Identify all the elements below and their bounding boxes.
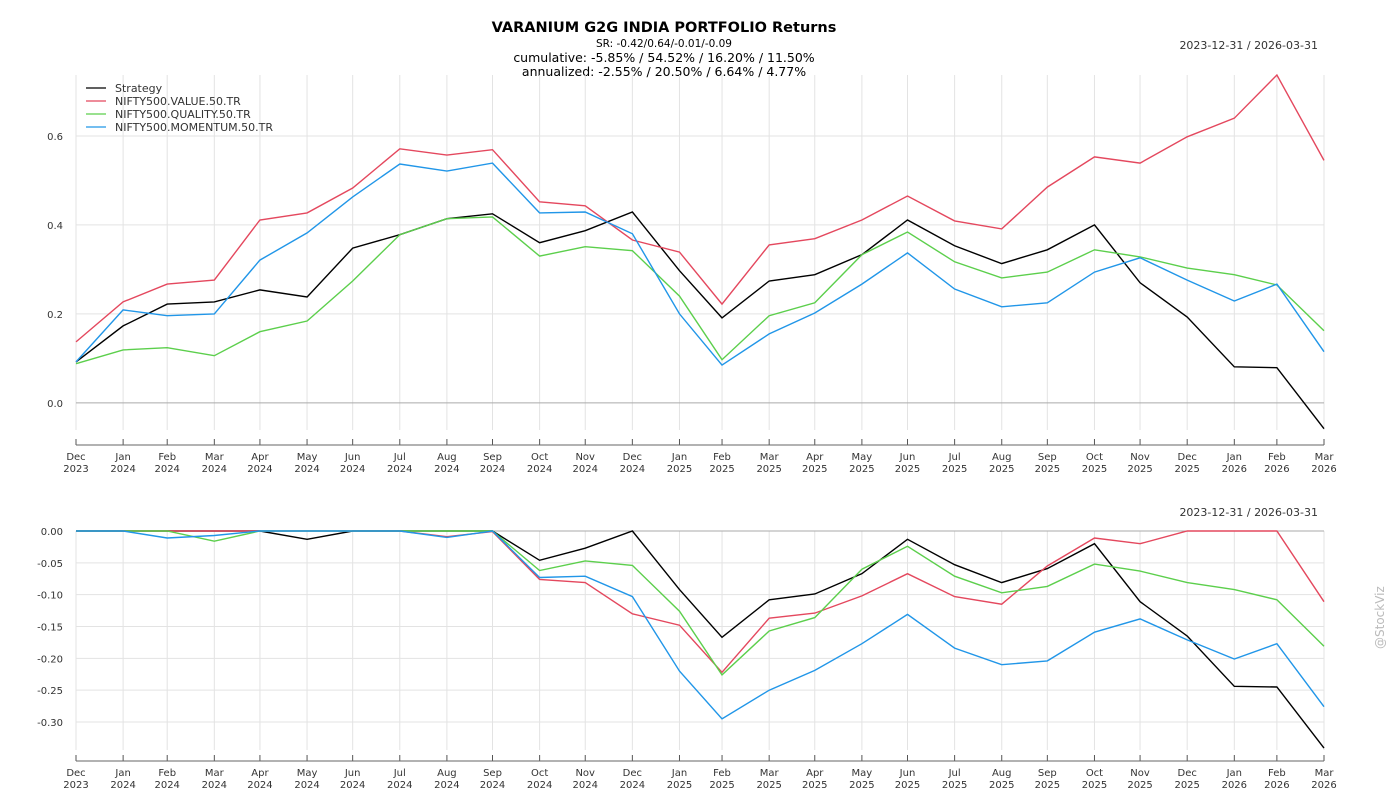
- x-tick-label: Oct 2024: [527, 452, 552, 475]
- series-line-nifty500-value-50-tr: [76, 530, 1325, 674]
- y-tick-label: 0.4: [47, 221, 63, 232]
- x-tick-label: Mar 2024: [202, 452, 227, 475]
- y-tick-label: -0.10: [37, 591, 63, 602]
- x-tick-label: Jul 2024: [387, 452, 412, 475]
- x-tick-label: Jul 2024: [387, 768, 412, 791]
- date-range-top: 2023-12-31 / 2026-03-31: [1179, 39, 1318, 52]
- legend-label: NIFTY500.QUALITY.50.TR: [115, 108, 251, 121]
- x-tick-label: Dec 2023: [63, 768, 88, 791]
- series-line-nifty500-momentum-50-tr: [76, 530, 1325, 720]
- x-tick-label: Sep 2024: [480, 452, 505, 475]
- x-tick-label: Jan 2026: [1222, 768, 1247, 791]
- y-tick-label: 0.2: [47, 310, 63, 321]
- x-tick-label: Nov 2025: [1127, 452, 1152, 475]
- x-tick-label: Jun 2025: [895, 768, 920, 791]
- x-tick-label: Feb 2026: [1264, 768, 1289, 791]
- x-tick-label: Feb 2024: [154, 452, 179, 475]
- series-line-nifty500-momentum-50-tr: [75, 162, 1325, 367]
- x-tick-label: Jan 2024: [110, 452, 135, 475]
- x-tick-label: Mar 2026: [1311, 768, 1336, 791]
- x-tick-label: Nov 2025: [1127, 768, 1152, 791]
- x-tick-label: Sep 2025: [1035, 452, 1060, 475]
- chart-title: VARANIUM G2G INDIA PORTFOLIO Returns: [491, 20, 837, 36]
- x-tick-label: Jan 2025: [667, 452, 692, 475]
- x-tick-label: Feb 2024: [154, 768, 179, 791]
- x-tick-label: Aug 2024: [434, 768, 459, 791]
- x-tick-label: Mar 2026: [1311, 452, 1336, 475]
- x-tick-label: Jan 2026: [1222, 452, 1247, 475]
- x-tick-label: Aug 2025: [989, 768, 1014, 791]
- x-tick-label: May 2025: [849, 768, 874, 791]
- x-tick-label: Dec 2025: [1174, 768, 1199, 791]
- x-tick-label: Feb 2025: [709, 452, 734, 475]
- x-tick-label: Sep 2024: [480, 768, 505, 791]
- y-tick-label: -0.20: [37, 654, 63, 665]
- x-tick-label: Apr 2024: [247, 768, 272, 791]
- y-tick-label: -0.05: [37, 559, 63, 570]
- x-tick-label: Feb 2026: [1264, 452, 1289, 475]
- legend-label: NIFTY500.MOMENTUM.50.TR: [115, 121, 273, 134]
- series-line-nifty500-quality-50-tr: [75, 216, 1325, 365]
- x-tick-label: Dec 2024: [620, 452, 645, 475]
- x-tick-label: Apr 2025: [802, 452, 827, 475]
- x-tick-label: Jul 2025: [942, 768, 967, 791]
- x-tick-label: Apr 2024: [247, 452, 272, 475]
- x-tick-label: Jun 2025: [895, 452, 920, 475]
- x-tick-label: Mar 2025: [756, 768, 781, 791]
- legend-label: NIFTY500.VALUE.50.TR: [115, 95, 241, 108]
- x-tick-label: Dec 2024: [620, 768, 645, 791]
- x-tick-label: Jul 2025: [942, 452, 967, 475]
- x-tick-label: Nov 2024: [573, 768, 598, 791]
- sharpe-ratio-subtitle: SR: -0.42/0.64/-0.01/-0.09: [595, 38, 732, 50]
- date-range-bottom: 2023-12-31 / 2026-03-31: [1179, 506, 1318, 519]
- y-tick-label: -0.15: [37, 622, 63, 633]
- legend-label: Strategy: [115, 82, 163, 95]
- x-tick-label: Jan 2025: [667, 768, 692, 791]
- series-line-nifty500-value-50-tr: [75, 73, 1325, 343]
- x-tick-label: Jun 2024: [340, 768, 365, 791]
- x-tick-label: Oct 2025: [1082, 452, 1107, 475]
- x-tick-label: May 2025: [849, 452, 874, 475]
- x-tick-label: Jan 2024: [110, 768, 135, 791]
- x-tick-label: May 2024: [294, 768, 319, 791]
- x-tick-label: Apr 2025: [802, 768, 827, 791]
- series-line-strategy: [75, 211, 1325, 430]
- x-tick-label: Nov 2024: [573, 452, 598, 475]
- x-tick-label: Sep 2025: [1035, 768, 1060, 791]
- y-tick-label: -0.25: [37, 686, 63, 697]
- x-tick-label: Oct 2025: [1082, 768, 1107, 791]
- x-tick-label: Jun 2024: [340, 452, 365, 475]
- x-tick-label: Feb 2025: [709, 768, 734, 791]
- x-tick-label: Dec 2023: [63, 452, 88, 475]
- series-line-nifty500-quality-50-tr: [76, 530, 1325, 676]
- x-tick-label: May 2024: [294, 452, 319, 475]
- x-tick-label: Aug 2024: [434, 452, 459, 475]
- y-tick-label: -0.30: [37, 718, 63, 729]
- x-tick-label: Aug 2025: [989, 452, 1014, 475]
- series-line-strategy: [76, 530, 1325, 749]
- cumulative-subtitle: cumulative: -5.85% / 54.52% / 16.20% / 1…: [513, 50, 815, 65]
- y-tick-label: 0.00: [41, 527, 63, 538]
- y-tick-label: 0.6: [47, 132, 63, 143]
- annualized-subtitle: annualized: -2.55% / 20.50% / 6.64% / 4.…: [521, 64, 807, 79]
- x-tick-label: Oct 2024: [527, 768, 552, 791]
- x-tick-label: Mar 2025: [756, 452, 781, 475]
- x-tick-label: Mar 2024: [202, 768, 227, 791]
- x-tick-label: Dec 2025: [1174, 452, 1199, 475]
- y-tick-label: 0.0: [47, 399, 63, 410]
